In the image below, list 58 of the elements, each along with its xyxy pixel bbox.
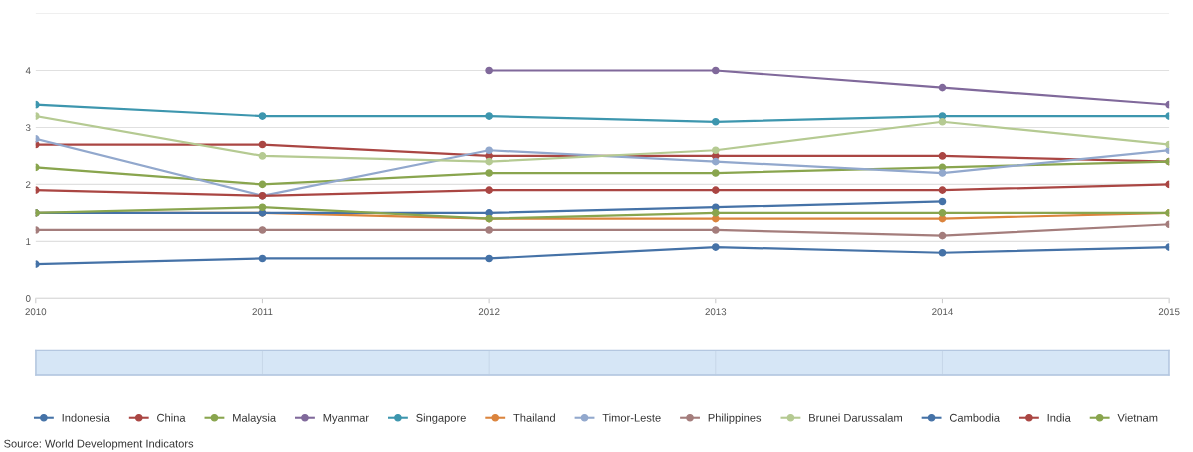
point [485, 66, 493, 75]
point [938, 197, 947, 206]
point [258, 254, 267, 263]
legend-label: Brunei Darussalam [809, 413, 902, 422]
legend-label: Myanmar [323, 413, 369, 424]
legend-label: China [157, 413, 186, 422]
legend-label: Indonesia [62, 413, 110, 422]
legend-label: Vietnam [1117, 413, 1158, 422]
point [485, 169, 493, 177]
point [938, 231, 947, 240]
point [711, 243, 720, 251]
point [258, 152, 267, 160]
y-tick-label: 0 [25, 295, 31, 302]
point [258, 203, 267, 212]
y-tick-label: 1 [26, 238, 31, 245]
y-tick-label: 2 [26, 181, 31, 188]
point [711, 169, 720, 177]
point [485, 209, 493, 217]
legend-label: Malaysia [233, 413, 277, 424]
point [485, 226, 493, 234]
x-tick-label: 2012 [478, 308, 500, 316]
point [711, 117, 720, 126]
x-tick-label: 2010 [25, 308, 47, 316]
point [485, 157, 493, 166]
point [938, 186, 947, 194]
point [711, 157, 720, 166]
point [711, 226, 720, 234]
point [711, 66, 720, 75]
legend-label: India [1047, 413, 1071, 422]
point [938, 209, 947, 217]
point [711, 186, 720, 194]
point [711, 209, 720, 217]
point [485, 146, 493, 155]
point [258, 140, 267, 149]
legend-label: Philippines [708, 413, 762, 424]
point [938, 117, 947, 126]
x-tick-label: 2014 [932, 308, 953, 316]
y-tick-label: 3 [25, 124, 31, 132]
point [938, 248, 947, 257]
x-tick-label: 2015 [1158, 308, 1180, 316]
point [258, 226, 267, 234]
source-note: Source: World Development Indicators [4, 439, 194, 450]
legend-label: Singapore [416, 413, 466, 424]
point [711, 146, 720, 155]
point [258, 180, 267, 189]
x-tick-label: 2011 [252, 308, 273, 316]
point [258, 112, 267, 120]
point [485, 186, 493, 194]
point [938, 83, 947, 92]
point [938, 169, 947, 177]
point [485, 254, 493, 263]
point [938, 152, 947, 160]
legend-label: Cambodia [949, 413, 1001, 422]
x-tick-label: 2013 [705, 308, 727, 316]
point [485, 112, 493, 120]
legend-label: Thailand [513, 413, 555, 422]
legend-label: Timor-Leste [602, 413, 661, 422]
y-tick-label: 4 [25, 67, 31, 75]
